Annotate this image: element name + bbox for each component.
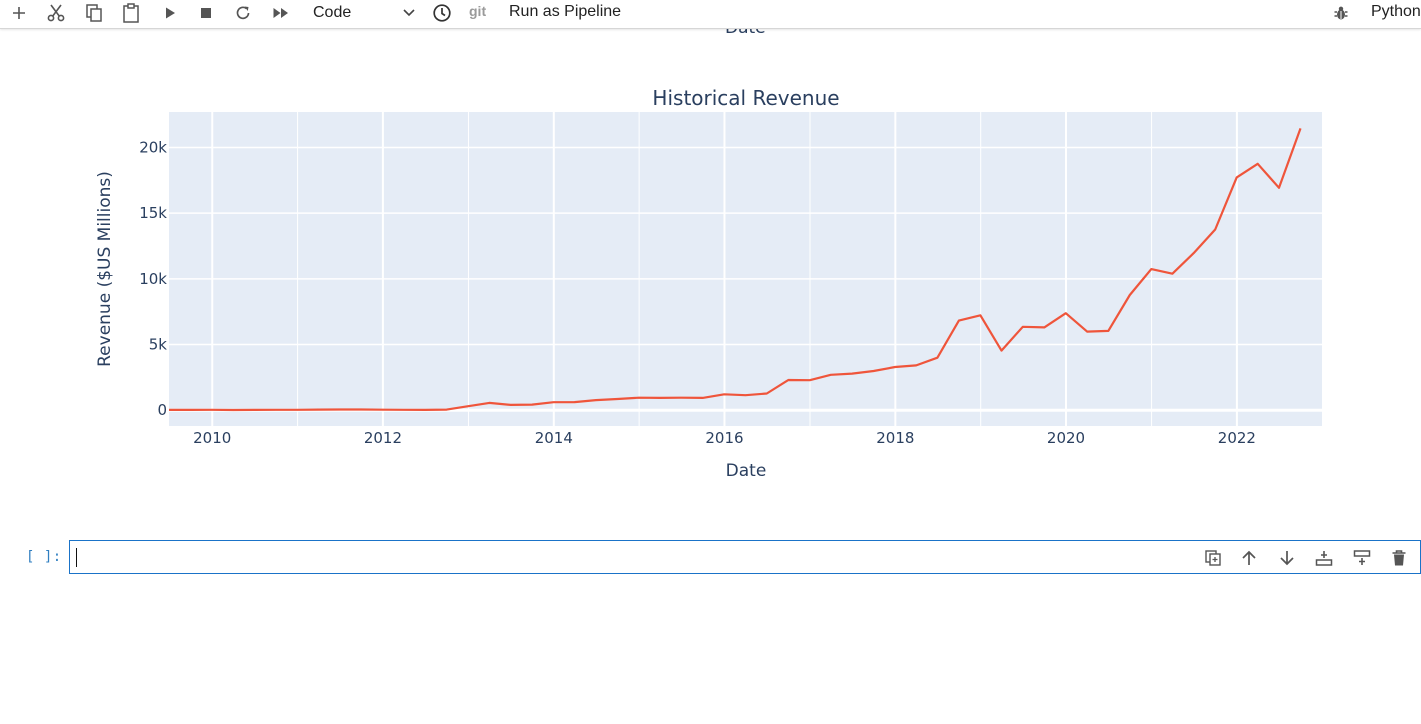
run-as-pipeline-button[interactable]: Run as Pipeline [509, 3, 622, 20]
y-tick-label: 20k [139, 138, 167, 156]
insert-cell-below-button[interactable] [1350, 546, 1374, 570]
stop-icon [201, 8, 211, 18]
insert-above-icon [1315, 551, 1333, 566]
fast-forward-icon [273, 8, 288, 18]
run-button[interactable] [155, 0, 185, 26]
x-tick-label: 2012 [364, 429, 402, 447]
cell-type-value: Code [313, 4, 352, 21]
chart-tick-labels: 2010 2012 2014 2016 2018 2020 2022 0 5k 10k 15k 20k [139, 138, 1256, 447]
git-button[interactable]: git [469, 3, 487, 19]
chart-gridlines [169, 112, 1322, 426]
y-tick-label: 0 [157, 401, 167, 419]
x-tick-label: 2020 [1047, 429, 1085, 447]
revenue-series-line [169, 128, 1302, 412]
notebook-toolbar: Code git Run as Pipeline Python [0, 0, 1421, 29]
clock-icon [433, 4, 451, 22]
move-cell-up-button[interactable] [1237, 546, 1261, 570]
x-tick-label: 2018 [876, 429, 914, 447]
revenue-chart: 2010 2012 2014 2016 2018 2020 2022 0 5k 10k 15k 20k… [95, 86, 1322, 481]
interrupt-button[interactable] [191, 0, 221, 26]
x-tick-label: 2014 [535, 429, 573, 447]
y-tick-label: 10k [139, 270, 167, 288]
x-tick-label: 2016 [705, 429, 743, 447]
clipboard-icon [123, 3, 139, 23]
code-cell-editor[interactable] [69, 540, 1421, 574]
trash-icon [1392, 550, 1406, 566]
play-icon [166, 7, 175, 19]
history-button[interactable] [427, 0, 457, 26]
y-tick-label: 15k [139, 204, 167, 222]
debugger-button[interactable] [1326, 0, 1356, 26]
plus-icon [13, 7, 25, 19]
scissors-icon [47, 4, 65, 22]
kernel-name[interactable]: Python [1371, 3, 1421, 20]
paste-button[interactable] [116, 0, 146, 26]
delete-cell-button[interactable] [1387, 546, 1411, 570]
restart-button[interactable] [228, 0, 258, 26]
move-cell-down-button[interactable] [1275, 546, 1299, 570]
cell-type-select[interactable]: Code [306, 1, 416, 25]
x-tick-label: 2022 [1218, 429, 1256, 447]
add-cell-button[interactable] [4, 0, 34, 26]
arrow-up-icon [1242, 550, 1256, 565]
chart-ylabel: Revenue ($US Millions) [95, 171, 115, 367]
cut-button[interactable] [41, 0, 71, 26]
chart-xlabel: Date [726, 461, 767, 481]
arrow-down-icon [1280, 551, 1294, 566]
bug-icon [1334, 6, 1348, 20]
cell-prompt: [ ]: [26, 549, 62, 565]
plot-area [169, 112, 1322, 426]
copy-icon [86, 4, 102, 22]
text-cursor [76, 548, 77, 567]
chevron-down-icon [403, 9, 415, 17]
refresh-icon [236, 6, 250, 20]
duplicate-cell-button[interactable] [1201, 546, 1225, 570]
insert-cell-above-button[interactable] [1312, 546, 1336, 570]
restart-run-all-button[interactable] [266, 0, 296, 26]
duplicate-icon [1205, 550, 1221, 566]
copy-button[interactable] [79, 0, 109, 26]
y-tick-label: 5k [149, 336, 168, 354]
x-tick-label: 2010 [193, 429, 231, 447]
chart-title: Historical Revenue [652, 86, 839, 110]
insert-below-icon [1353, 550, 1371, 565]
